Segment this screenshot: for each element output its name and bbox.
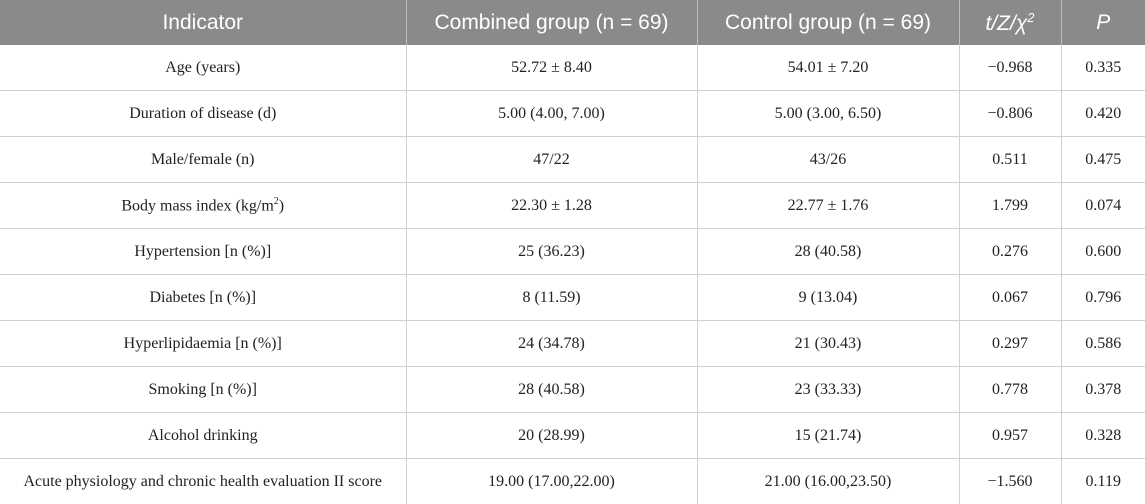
cell-control: 9 (13.04) xyxy=(697,275,959,321)
header-test-statistic: t/Z/χ2 xyxy=(959,0,1061,45)
table-row: Alcohol drinking 20 (28.99) 15 (21.74) 0… xyxy=(0,413,1145,459)
header-combined-group: Combined group (n = 69) xyxy=(406,0,697,45)
cell-indicator: Duration of disease (d) xyxy=(0,91,406,137)
cell-indicator: Acute physiology and chronic health eval… xyxy=(0,459,406,504)
cell-statistic: 1.799 xyxy=(959,183,1061,229)
cell-statistic: 0.067 xyxy=(959,275,1061,321)
cell-control: 21 (30.43) xyxy=(697,321,959,367)
cell-combined: 8 (11.59) xyxy=(406,275,697,321)
cell-indicator: Hyperlipidaemia [n (%)] xyxy=(0,321,406,367)
cell-control: 23 (33.33) xyxy=(697,367,959,413)
cell-statistic: 0.276 xyxy=(959,229,1061,275)
cell-p-value: 0.420 xyxy=(1061,91,1145,137)
cell-combined: 47/22 xyxy=(406,137,697,183)
cell-p-value: 0.586 xyxy=(1061,321,1145,367)
cell-combined: 52.72 ± 8.40 xyxy=(406,45,697,91)
cell-p-value: 0.074 xyxy=(1061,183,1145,229)
header-p-value: P xyxy=(1061,0,1145,45)
cell-statistic: −0.806 xyxy=(959,91,1061,137)
cell-combined: 28 (40.58) xyxy=(406,367,697,413)
cell-indicator: Hypertension [n (%)] xyxy=(0,229,406,275)
cell-control: 43/26 xyxy=(697,137,959,183)
table-row: Hyperlipidaemia [n (%)] 24 (34.78) 21 (3… xyxy=(0,321,1145,367)
header-indicator: Indicator xyxy=(0,0,406,45)
cell-p-value: 0.119 xyxy=(1061,459,1145,504)
cell-indicator: Body mass index (kg/m2) xyxy=(0,183,406,229)
table-row: Diabetes [n (%)] 8 (11.59) 9 (13.04) 0.0… xyxy=(0,275,1145,321)
header-row: Indicator Combined group (n = 69) Contro… xyxy=(0,0,1145,45)
cell-combined: 25 (36.23) xyxy=(406,229,697,275)
cell-p-value: 0.475 xyxy=(1061,137,1145,183)
cell-combined: 5.00 (4.00, 7.00) xyxy=(406,91,697,137)
cell-combined: 22.30 ± 1.28 xyxy=(406,183,697,229)
cell-statistic: 0.297 xyxy=(959,321,1061,367)
header-test-statistic-sup: 2 xyxy=(1027,10,1034,25)
cell-control: 28 (40.58) xyxy=(697,229,959,275)
cell-p-value: 0.600 xyxy=(1061,229,1145,275)
cell-p-value: 0.378 xyxy=(1061,367,1145,413)
cell-p-value: 0.328 xyxy=(1061,413,1145,459)
cell-statistic: −1.560 xyxy=(959,459,1061,504)
table-row: Acute physiology and chronic health eval… xyxy=(0,459,1145,504)
cell-combined: 24 (34.78) xyxy=(406,321,697,367)
cell-p-value: 0.335 xyxy=(1061,45,1145,91)
cell-p-value: 0.796 xyxy=(1061,275,1145,321)
table-row: Duration of disease (d) 5.00 (4.00, 7.00… xyxy=(0,91,1145,137)
table-row: Age (years) 52.72 ± 8.40 54.01 ± 7.20 −0… xyxy=(0,45,1145,91)
cell-statistic: 0.778 xyxy=(959,367,1061,413)
cell-indicator: Age (years) xyxy=(0,45,406,91)
cell-statistic: 0.511 xyxy=(959,137,1061,183)
header-control-group: Control group (n = 69) xyxy=(697,0,959,45)
cell-indicator: Male/female (n) xyxy=(0,137,406,183)
table-row: Smoking [n (%)] 28 (40.58) 23 (33.33) 0.… xyxy=(0,367,1145,413)
table-row: Hypertension [n (%)] 25 (36.23) 28 (40.5… xyxy=(0,229,1145,275)
cell-statistic: −0.968 xyxy=(959,45,1061,91)
table-row: Male/female (n) 47/22 43/26 0.511 0.475 xyxy=(0,137,1145,183)
header-test-statistic-text: t/Z/χ xyxy=(985,12,1027,35)
cell-combined: 19.00 (17.00,22.00) xyxy=(406,459,697,504)
cell-indicator: Alcohol drinking xyxy=(0,413,406,459)
cell-indicator: Diabetes [n (%)] xyxy=(0,275,406,321)
cell-indicator-tail: ) xyxy=(279,197,284,214)
table-row: Body mass index (kg/m2) 22.30 ± 1.28 22.… xyxy=(0,183,1145,229)
cell-combined: 20 (28.99) xyxy=(406,413,697,459)
cell-indicator-text: Body mass index (kg/m xyxy=(121,197,273,214)
cell-control: 22.77 ± 1.76 xyxy=(697,183,959,229)
cell-control: 21.00 (16.00,23.50) xyxy=(697,459,959,504)
cell-control: 54.01 ± 7.20 xyxy=(697,45,959,91)
cell-control: 5.00 (3.00, 6.50) xyxy=(697,91,959,137)
cell-indicator: Smoking [n (%)] xyxy=(0,367,406,413)
cell-control: 15 (21.74) xyxy=(697,413,959,459)
cell-statistic: 0.957 xyxy=(959,413,1061,459)
